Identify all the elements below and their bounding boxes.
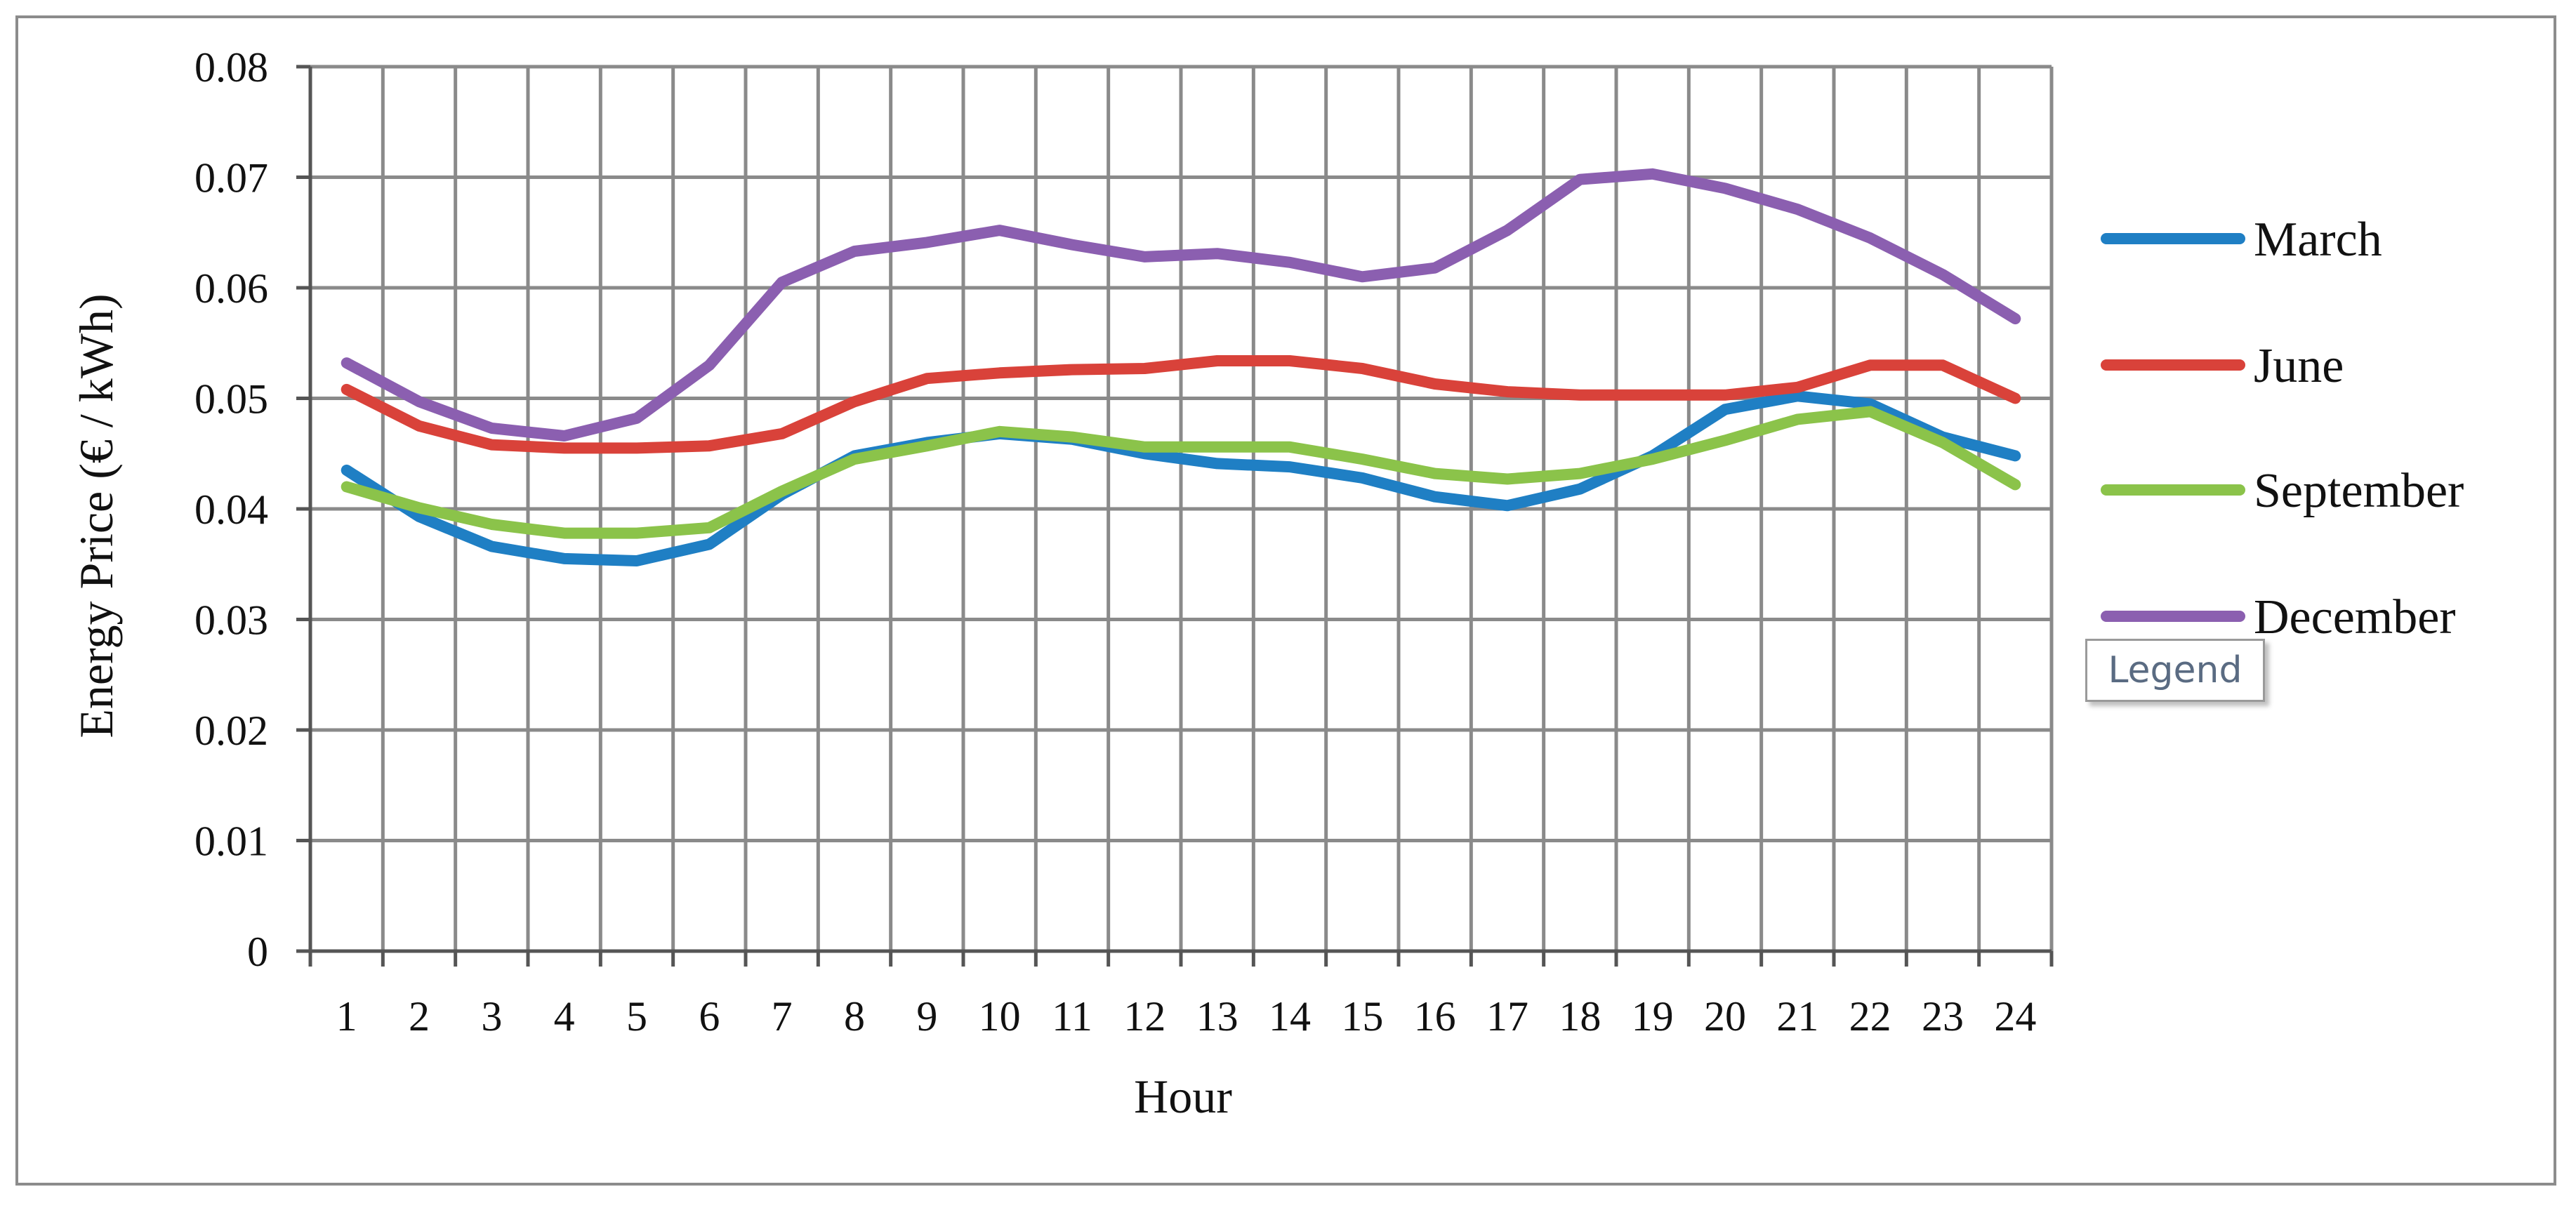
x-tick-label: 22 [1849,993,1891,1040]
y-tick-label: 0.01 [194,818,268,865]
y-tick-label: 0.08 [194,44,268,91]
x-tick-label: 6 [699,993,720,1040]
x-tick-label: 15 [1341,993,1383,1040]
x-tick-label: 23 [1922,993,1964,1040]
legend-label-september: September [2254,464,2464,518]
x-tick-label: 11 [1052,993,1092,1040]
x-axis-title: Hour [1134,1070,1232,1123]
series-line-december [341,168,2021,442]
y-tick-label: 0.03 [194,597,268,644]
x-tick-label: 17 [1486,993,1528,1040]
legend-label-june: June [2254,339,2344,393]
axes [296,65,2054,967]
x-tick-label: 16 [1414,993,1456,1040]
x-tick-label: 5 [626,993,647,1040]
series-lines [341,168,2021,566]
x-tick-label: 9 [916,993,937,1040]
x-tick-labels: 1 2 3 4 5 6 7 8 9 10 11 12 13 14 15 16 17 18 19 20 21 22 23 24 [336,993,2037,1040]
y-tick-label: 0 [247,929,268,975]
grid [308,65,2054,953]
x-tick-label: 13 [1196,993,1239,1040]
series-line-june [341,355,2021,454]
legend: March June September December [2101,213,2464,644]
x-tick-label: 7 [772,993,793,1040]
x-tick-label: 19 [1632,993,1674,1040]
legend-tooltip: Legend [2085,639,2265,702]
legend-label-december: December [2254,590,2456,644]
x-tick-label: 20 [1704,993,1746,1040]
x-tick-label: 3 [481,993,502,1040]
x-tick-label: 4 [554,993,575,1040]
legend-label-march: March [2254,213,2382,267]
x-tick-label: 12 [1123,993,1165,1040]
y-tick-label: 0.02 [194,708,268,754]
x-tick-label: 2 [409,993,430,1040]
chart-frame [15,15,2556,1186]
y-tick-labels: 0 0.01 0.02 0.03 0.04 0.05 0.06 0.07 0.08 [194,44,268,975]
x-tick-label: 21 [1776,993,1818,1040]
x-tick-label: 8 [844,993,865,1040]
x-tick-label: 1 [336,993,357,1040]
y-tick-label: 0.07 [194,155,268,201]
y-tick-label: 0.04 [194,486,268,533]
x-tick-label: 18 [1559,993,1601,1040]
series-line-september [341,406,2021,539]
x-tick-label: 14 [1269,993,1311,1040]
x-tick-label: 10 [979,993,1021,1040]
series-line-march [341,390,2021,566]
y-tick-label: 0.05 [194,376,268,423]
x-tick-label: 24 [1994,993,2036,1040]
y-tick-label: 0.06 [194,265,268,312]
y-axis-title: Energy Price (€ / kWh) [70,293,123,738]
